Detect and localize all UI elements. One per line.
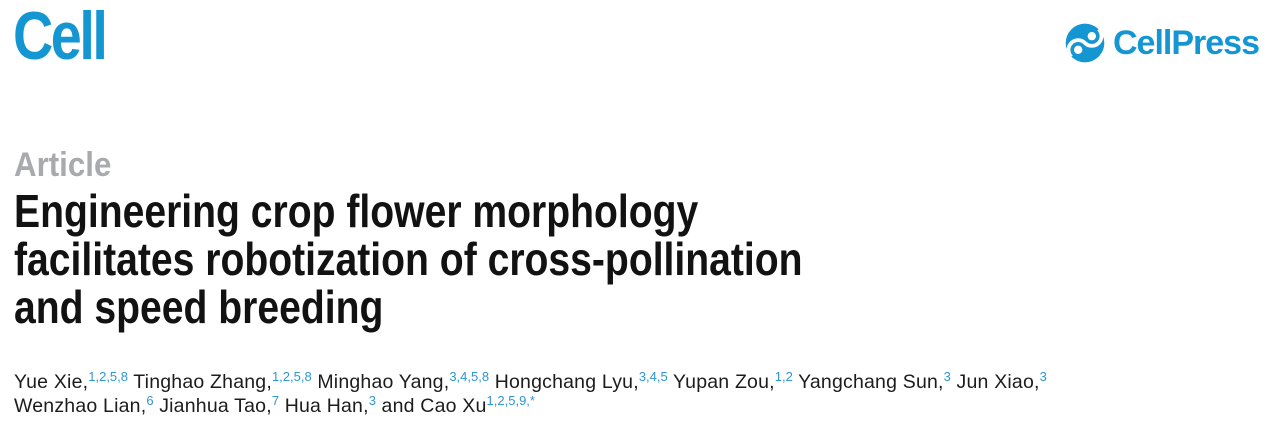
article-title: Engineering crop flower morphology facil… xyxy=(14,187,803,331)
author-list: Yue Xie,1,2,5,8 Tinghao Zhang,1,2,5,8 Mi… xyxy=(14,370,1047,418)
author-affiliation-sup: 3,4,5,8 xyxy=(449,369,490,384)
author-line-1: Yue Xie,1,2,5,8 Tinghao Zhang,1,2,5,8 Mi… xyxy=(14,370,1047,394)
cellpress-lockup: CellPress xyxy=(1064,22,1260,64)
title-line-3: and speed breeding xyxy=(14,281,384,333)
title-line-1: Engineering crop flower morphology xyxy=(14,185,699,237)
author-name: Wenzhao Lian, xyxy=(14,395,147,417)
author-affiliation-sup: 1,2,5,8 xyxy=(271,369,312,384)
author-name: Hongchang Lyu, xyxy=(494,371,639,393)
author-name: Yangchang Sun, xyxy=(798,371,944,393)
author-affiliation-sup: 1,2,5,8 xyxy=(88,369,129,384)
author-name: Jun Xiao, xyxy=(956,371,1040,393)
author-affiliation-sup: 7 xyxy=(271,393,280,408)
author-affiliation-sup: 3,4,5 xyxy=(638,369,668,384)
title-line-2: facilitates robotization of cross-pollin… xyxy=(14,233,803,285)
author-affiliation-sup: 1,2,5,9,* xyxy=(486,393,535,408)
author-name: Jianhua Tao, xyxy=(159,395,272,417)
author-line-2: Wenzhao Lian,6 Jianhua Tao,7 Hua Han,3 a… xyxy=(14,394,1047,418)
author-name: Hua Han, xyxy=(284,395,369,417)
author-affiliation-sup: 6 xyxy=(146,393,154,408)
author-name: Minghao Yang, xyxy=(317,371,450,393)
author-affiliation-sup: 1,2 xyxy=(774,369,793,384)
author-name: Tinghao Zhang, xyxy=(133,371,272,393)
cellpress-logo-text: CellPress xyxy=(1113,24,1260,62)
cellpress-swirl-icon xyxy=(1065,23,1105,63)
cell-journal-logo: Cell xyxy=(13,0,108,74)
author-affiliation-sup: 3 xyxy=(1039,369,1047,384)
author-name: Yupan Zou, xyxy=(673,371,775,393)
author-name: Yue Xie, xyxy=(14,371,89,393)
article-kicker: Article xyxy=(14,146,112,184)
author-affiliation-sup: 3 xyxy=(368,393,376,408)
author-name: and Cao Xu xyxy=(381,395,487,417)
author-affiliation-sup: 3 xyxy=(943,369,951,384)
